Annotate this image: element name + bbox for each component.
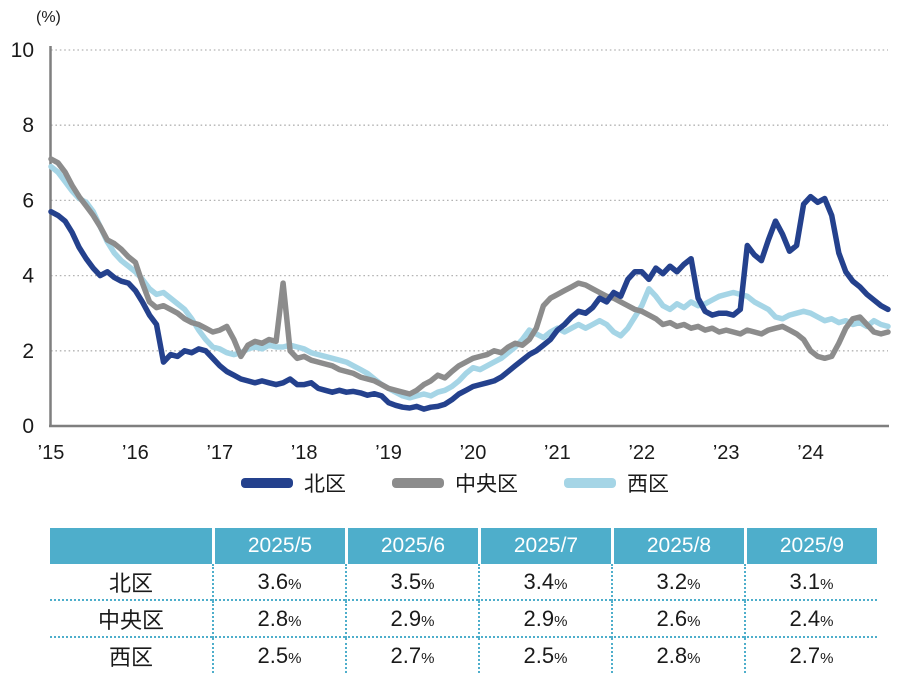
- percent-sign: %: [820, 575, 834, 593]
- percent-sign: %: [687, 575, 701, 593]
- series-line-nishi: [48, 163, 891, 401]
- rate-value-cell: 2.7%: [345, 638, 478, 673]
- table-head: 2025/5 2025/6 2025/7 2025/8 2025/9: [50, 528, 877, 564]
- x-axis-tick-label: ’24: [797, 442, 824, 464]
- x-axis-tick-label: ’15: [38, 442, 65, 464]
- column-header: 2025/7: [478, 528, 611, 564]
- rate-value: 3.5: [390, 568, 422, 594]
- rate-value-cell: 2.4%: [744, 601, 877, 638]
- y-axis-tick-label: 4: [22, 265, 34, 288]
- rate-value: 3.4: [523, 568, 555, 594]
- percent-sign: %: [288, 575, 302, 593]
- series-line-kita: [48, 193, 891, 412]
- x-axis-tick-label: ’21: [544, 442, 571, 464]
- percent-sign: %: [820, 649, 834, 667]
- legend-swatch-chuo: [392, 478, 444, 488]
- percent-sign: %: [687, 649, 701, 667]
- line-chart: 0 2 4 6 8 10 (%) ’15 ’16 ’17 ’18 ’19 ’20 ’21 ’22 ’23 ’24: [11, 9, 891, 464]
- rate-value-cell: 2.6%: [611, 601, 744, 638]
- rate-value-cell: 2.9%: [345, 601, 478, 638]
- x-axis-tick-label: ’22: [628, 442, 655, 464]
- row-label: 西区: [50, 638, 212, 673]
- x-axis-tick-label: ’18: [291, 442, 318, 464]
- rate-value: 3.2: [656, 568, 688, 594]
- rate-value: 2.9: [523, 605, 555, 631]
- rate-value-cell: 3.2%: [611, 564, 744, 601]
- y-axis-tick-label: 6: [22, 189, 34, 212]
- percent-sign: %: [288, 612, 302, 630]
- x-axis-tick-label: ’19: [375, 442, 402, 464]
- rate-value: 2.8: [257, 605, 289, 631]
- y-axis-unit-label: (%): [36, 9, 61, 26]
- table-row-chuo: 中央区 2.8% 2.9% 2.9% 2.6% 2.4%: [50, 601, 877, 638]
- x-axis-tick-label: ’17: [206, 442, 233, 464]
- rate-value-cell: 2.7%: [744, 638, 877, 673]
- monthly-rate-table: 2025/5 2025/6 2025/7 2025/8 2025/9 北区 3.6% 3.5…: [50, 528, 877, 673]
- rate-value: 2.6: [656, 605, 688, 631]
- column-header: 2025/6: [345, 528, 478, 564]
- rate-value: 2.5: [257, 642, 289, 668]
- legend-label: 北区: [304, 473, 346, 496]
- rate-value: 2.7: [390, 642, 422, 668]
- legend-item-kita: 北区: [241, 468, 346, 498]
- column-header: 2025/5: [212, 528, 345, 564]
- row-label: 北区: [50, 564, 212, 601]
- column-header: 2025/9: [744, 528, 877, 564]
- rate-value-cell: 3.4%: [478, 564, 611, 601]
- rate-value: 3.1: [789, 568, 821, 594]
- rate-value: 3.6: [257, 568, 289, 594]
- column-header: 2025/8: [611, 528, 744, 564]
- rate-value: 2.4: [789, 605, 821, 631]
- x-axis-tick-label: ’16: [122, 442, 149, 464]
- rate-value-cell: 2.9%: [478, 601, 611, 638]
- percent-sign: %: [421, 649, 435, 667]
- x-axis-tick-label: ’23: [713, 442, 740, 464]
- rate-value-cell: 2.5%: [478, 638, 611, 673]
- rate-value-cell: 3.6%: [212, 564, 345, 601]
- percent-sign: %: [554, 649, 568, 667]
- table-row-kita: 北区 3.6% 3.5% 3.4% 3.2% 3.1%: [50, 564, 877, 601]
- percent-sign: %: [421, 612, 435, 630]
- rate-value-cell: 3.1%: [744, 564, 877, 601]
- y-axis-tick-label: 2: [22, 340, 34, 363]
- rate-value: 2.9: [390, 605, 422, 631]
- percent-sign: %: [554, 575, 568, 593]
- percent-sign: %: [421, 575, 435, 593]
- rate-value: 2.7: [789, 642, 821, 668]
- percent-sign: %: [554, 612, 568, 630]
- rate-value-cell: 2.8%: [212, 601, 345, 638]
- table-header-row: 2025/5 2025/6 2025/7 2025/8 2025/9: [50, 528, 877, 564]
- percent-sign: %: [687, 612, 701, 630]
- legend-swatch-kita: [241, 478, 293, 488]
- rate-value: 2.8: [656, 642, 688, 668]
- line-chart-svg: 0 2 4 6 8 10(%) ’15 ’16 ’17 ’18 ’19 ’20 ’21 ’22 ’23 ’24: [11, 9, 891, 464]
- rate-value: 2.5: [523, 642, 555, 668]
- y-axis-tick-label: 10: [11, 39, 34, 62]
- rate-value-cell: 3.5%: [345, 564, 478, 601]
- legend-item-chuo: 中央区: [392, 468, 518, 498]
- table-row-nishi: 西区 2.5% 2.7% 2.5% 2.8% 2.7%: [50, 638, 877, 673]
- y-axis-tick-label: 8: [22, 114, 34, 137]
- table-body: 北区 3.6% 3.5% 3.4% 3.2% 3.1% 中央区 2.8% 2.9% 2.9% 2.6…: [50, 564, 877, 673]
- percent-sign: %: [820, 612, 834, 630]
- x-axis-tick-label: ’20: [460, 442, 487, 464]
- legend-swatch-nishi: [564, 478, 616, 488]
- table-header-corner-cell: [50, 528, 212, 564]
- rate-value-cell: 2.8%: [611, 638, 744, 673]
- y-axis-tick-label: 0: [22, 415, 34, 438]
- chart-legend: 北区 中央区 西区: [10, 470, 900, 496]
- legend-item-nishi: 西区: [564, 468, 669, 498]
- percent-sign: %: [288, 649, 302, 667]
- rate-value-cell: 2.5%: [212, 638, 345, 673]
- series-line-chuo: [48, 156, 891, 397]
- legend-label: 西区: [627, 473, 669, 496]
- legend-label: 中央区: [455, 473, 518, 496]
- row-label: 中央区: [50, 601, 212, 638]
